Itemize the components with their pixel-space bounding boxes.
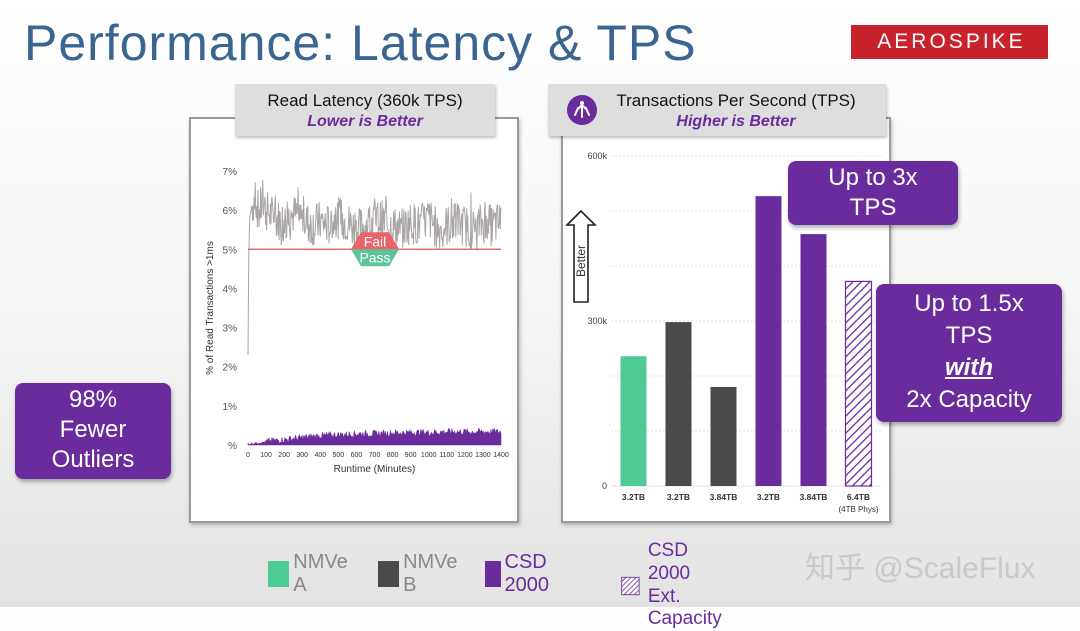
logo-text: AEROSPIKE bbox=[877, 30, 1026, 53]
x-tick-label: 3.2TB bbox=[667, 492, 690, 502]
callout-line: TPS bbox=[945, 321, 993, 349]
scaleflux-icon bbox=[567, 95, 597, 125]
legend-item-nmve-a: NMVe A bbox=[268, 551, 352, 597]
x-tick-label: 3.2TB bbox=[622, 492, 645, 502]
legend-label: NMVe A bbox=[293, 551, 348, 596]
y-tick-label: % bbox=[228, 441, 237, 452]
x-tick-label: 3.84TB bbox=[710, 492, 738, 502]
legend-label-2: Ext. Capacity bbox=[647, 585, 722, 630]
latency-chart-header: Read Latency (360k TPS) Lower is Better bbox=[235, 84, 495, 136]
tps-chart-subtitle: Higher is Better bbox=[676, 113, 796, 130]
callout-line: Fewer bbox=[59, 416, 127, 443]
x-tick-label: 700 bbox=[369, 452, 381, 459]
x-tick-label: 500 bbox=[333, 452, 345, 459]
x-tick-label: 900 bbox=[405, 452, 417, 459]
x-tick-label: 400 bbox=[314, 452, 326, 459]
x-tick-label: 1200 bbox=[457, 452, 473, 459]
legend-swatch bbox=[485, 561, 501, 587]
tps-chart-title: Transactions Per Second (TPS) bbox=[616, 91, 856, 110]
bar bbox=[800, 234, 827, 486]
callout-line-emphasis: with bbox=[945, 353, 993, 381]
up-arrow-icon bbox=[565, 209, 597, 303]
callout-line: 2x Capacity bbox=[906, 385, 1032, 413]
up-to-1-5x-callout: Up to 1.5x TPS with 2x Capacity bbox=[876, 284, 1062, 422]
legend-item-csd-2000-ext: CSD 2000 Ext. Capacity bbox=[621, 540, 729, 631]
legend-swatch bbox=[268, 561, 290, 587]
x-tick-label: 300 bbox=[296, 452, 308, 459]
tps-chart-header: Transactions Per Second (TPS) Higher is … bbox=[548, 84, 886, 136]
y-tick-label: 300k bbox=[587, 316, 607, 326]
better-label: Better bbox=[574, 245, 588, 277]
y-tick-label: 3% bbox=[223, 324, 238, 335]
tps-chart: 0 300k 600k 3.2TB 3.2TB 3.84TB 3.2TB 3.84TB 6.4T… bbox=[565, 151, 881, 514]
callout-line: 98% bbox=[68, 386, 118, 413]
x-tick-label: 3.84TB bbox=[800, 492, 828, 502]
legend-item-csd-2000: CSD 2000 bbox=[485, 551, 559, 597]
latency-chart-panel bbox=[189, 117, 519, 523]
x-tick-label: 100 bbox=[260, 452, 272, 459]
x-tick-label: 800 bbox=[387, 452, 399, 459]
legend-label: NMVe B bbox=[403, 551, 458, 596]
bar bbox=[755, 196, 782, 486]
x-tick-label: 200 bbox=[278, 452, 290, 459]
y-tick-label: 7% bbox=[223, 167, 238, 178]
x-tick-sublabel: (4TB Phys) bbox=[838, 505, 878, 514]
page-title: Performance: Latency & TPS bbox=[24, 15, 697, 71]
latency-chart: % 1% 2% 3% 4% 5% 6% 7% 0 100 200 300 400 500 600 700 800… bbox=[205, 167, 509, 475]
series-area-csd-2000 bbox=[247, 427, 502, 446]
latency-chart-title: Read Latency (360k TPS) bbox=[267, 91, 463, 110]
pass-label: Pass bbox=[359, 249, 390, 265]
y-tick-label: 4% bbox=[223, 284, 238, 295]
x-tick-label: 1000 bbox=[421, 452, 437, 459]
latency-chart-subtitle: Lower is Better bbox=[307, 113, 423, 130]
fail-hexagon-half bbox=[351, 232, 399, 250]
legend-label: CSD 2000 bbox=[504, 551, 550, 596]
x-axis-label: Runtime (Minutes) bbox=[334, 464, 416, 475]
y-tick-label: 1% bbox=[223, 402, 238, 413]
x-tick-label: 3.2TB bbox=[757, 492, 780, 502]
y-tick-label: 6% bbox=[223, 206, 238, 217]
bar bbox=[665, 322, 692, 486]
x-tick-label: 1100 bbox=[439, 452, 454, 459]
y-tick-label: 2% bbox=[223, 363, 238, 374]
y-axis-label: % of Read Transactions >1ms bbox=[205, 241, 216, 375]
up-to-3x-callout: Up to 3x TPS bbox=[788, 161, 958, 225]
legend-item-nmve-b: NMVe B bbox=[378, 551, 462, 597]
callout-line: Up to 3x bbox=[828, 164, 918, 191]
bar bbox=[620, 356, 647, 486]
fewer-outliers-callout: 98% Fewer Outliers bbox=[15, 383, 171, 479]
x-tick-label: 1300 bbox=[475, 452, 491, 459]
x-tick-label: 1400 bbox=[493, 452, 509, 459]
fail-label: Fail bbox=[364, 233, 387, 249]
legend-swatch-hatch bbox=[621, 576, 640, 595]
legend-swatch bbox=[378, 561, 400, 587]
y-tick-label: 5% bbox=[223, 245, 238, 256]
legend-label: CSD 2000 bbox=[647, 540, 691, 584]
better-arrow: Better bbox=[565, 209, 597, 303]
bar bbox=[710, 387, 737, 486]
series-line-nmve bbox=[247, 180, 502, 355]
callout-line: Up to 1.5x bbox=[914, 290, 1024, 317]
y-tick-label: 600k bbox=[587, 151, 607, 161]
x-tick-label: 0 bbox=[246, 452, 250, 459]
x-tick-label: 600 bbox=[351, 452, 363, 459]
y-tick-label: 0 bbox=[602, 481, 607, 491]
callout-line: Outliers bbox=[51, 446, 135, 473]
x-tick-label: 6.4TB bbox=[847, 492, 870, 502]
aerospike-logo: AEROSPIKE bbox=[851, 25, 1048, 59]
watermark: 知乎 @ScaleFlux bbox=[805, 552, 1036, 585]
callout-line: TPS bbox=[849, 194, 897, 221]
bar bbox=[844, 280, 873, 487]
pass-hexagon-half bbox=[351, 249, 399, 267]
